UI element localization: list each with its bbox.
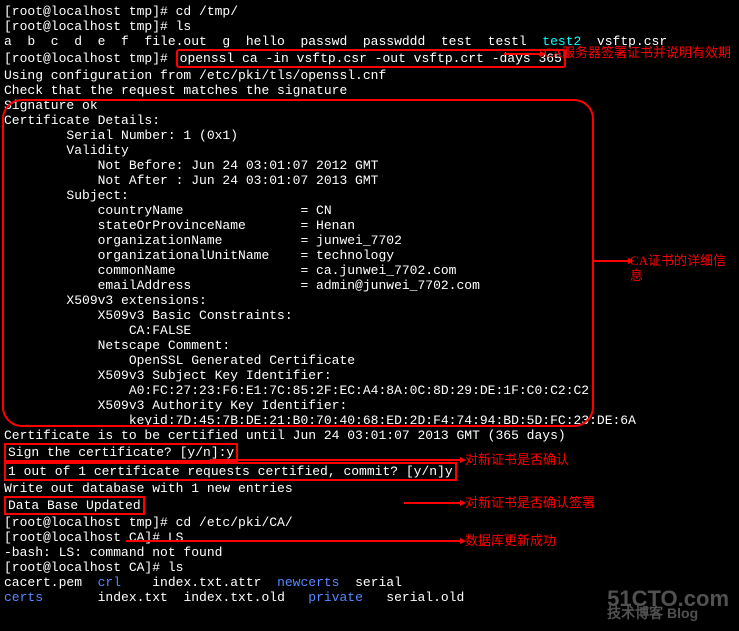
term-line: organizationName = junwei_7702 bbox=[4, 233, 735, 248]
term-line: Using configuration from /etc/pki/tls/op… bbox=[4, 68, 735, 83]
annotation-db: 数据库更新成功 bbox=[465, 533, 556, 548]
arrow-3 bbox=[210, 459, 460, 461]
term-line: X509v3 Basic Constraints: bbox=[4, 308, 735, 323]
commit-prompt-box: 1 out of 1 certificate requests certifie… bbox=[4, 462, 457, 481]
term-line: stateOrProvinceName = Henan bbox=[4, 218, 735, 233]
term-line: -bash: LS: command not found bbox=[4, 545, 735, 560]
arrow-2 bbox=[592, 260, 628, 262]
term-line: A0:FC:27:23:F6:E1:7C:85:2F:EC:A4:8A:0C:8… bbox=[4, 383, 735, 398]
term-line: commonName = ca.junwei_7702.com bbox=[4, 263, 735, 278]
dir-newcerts: newcerts bbox=[277, 575, 339, 590]
term-line: [root@localhost tmp]# cd /tmp/ bbox=[4, 4, 735, 19]
term-line: Subject: bbox=[4, 188, 735, 203]
term-line: CA:FALSE bbox=[4, 323, 735, 338]
arrow-4 bbox=[404, 502, 460, 504]
term-line: X509v3 Subject Key Identifier: bbox=[4, 368, 735, 383]
term-line: 1 out of 1 certificate requests certifie… bbox=[4, 462, 735, 481]
term-line: [root@localhost tmp]# cd /etc/pki/CA/ bbox=[4, 515, 735, 530]
arrow-5 bbox=[126, 540, 460, 542]
term-line: X509v3 Authority Key Identifier: bbox=[4, 398, 735, 413]
term-line: Not Before: Jun 24 03:01:07 2012 GMT bbox=[4, 158, 735, 173]
term-line: Signature ok bbox=[4, 98, 735, 113]
annotation-confirm: 对新证书是否确认 bbox=[465, 452, 569, 467]
dir-crl: crl bbox=[98, 575, 121, 590]
term-line: emailAddress = admin@junwei_7702.com bbox=[4, 278, 735, 293]
term-line: countryName = CN bbox=[4, 203, 735, 218]
term-line: Certificate is to be certified until Jun… bbox=[4, 428, 735, 443]
watermark: 51CTO.com 技术博客 Blog bbox=[607, 591, 729, 621]
dir-certs: certs bbox=[4, 590, 43, 605]
term-line: keyid:7D:45:7B:DE:21:B0:70:40:68:ED:2D:F… bbox=[4, 413, 735, 428]
dir-private: private bbox=[308, 590, 363, 605]
openssl-cmd-box: openssl ca -in vsftp.csr -out vsftp.crt … bbox=[176, 49, 566, 68]
term-line: X509v3 extensions: bbox=[4, 293, 735, 308]
db-updated-box: Data Base Updated bbox=[4, 496, 145, 515]
annotation-commit: 对新证书是否确认签署 bbox=[465, 495, 595, 510]
term-line: [root@localhost CA]# LS bbox=[4, 530, 735, 545]
arrow-1 bbox=[504, 53, 540, 55]
term-line: Certificate Details: bbox=[4, 113, 735, 128]
sign-prompt-box: Sign the certificate? [y/n]:y bbox=[4, 443, 238, 462]
term-line: OpenSSL Generated Certificate bbox=[4, 353, 735, 368]
term-line: Validity bbox=[4, 143, 735, 158]
term-line: Data Base Updated bbox=[4, 496, 735, 515]
term-line: Not After : Jun 24 03:01:07 2013 GMT bbox=[4, 173, 735, 188]
annotation-cert-detail: CA证书的详细信息 bbox=[630, 253, 739, 283]
term-line: Serial Number: 1 (0x1) bbox=[4, 128, 735, 143]
term-line: [root@localhost CA]# ls bbox=[4, 560, 735, 575]
annotation-sign-cert: CA服务器签署证书并说明有效期 bbox=[544, 45, 731, 60]
term-line: [root@localhost tmp]# ls bbox=[4, 19, 735, 34]
term-line: Netscape Comment: bbox=[4, 338, 735, 353]
term-line: Write out database with 1 new entries bbox=[4, 481, 735, 496]
term-line: Check that the request matches the signa… bbox=[4, 83, 735, 98]
